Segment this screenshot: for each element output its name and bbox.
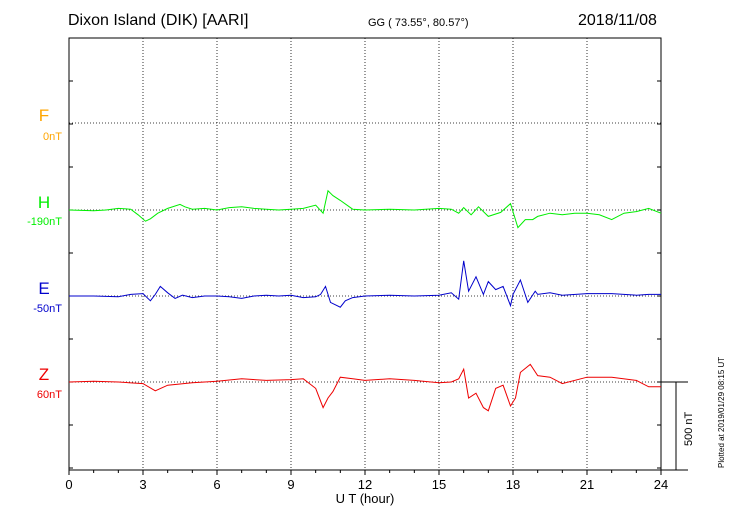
station-coordinates: GG ( 73.55°, 80.57°) xyxy=(368,17,469,29)
series-baseline-E: -50nT xyxy=(33,303,62,315)
series-line-H xyxy=(68,189,662,229)
series-label-Z: Z xyxy=(39,365,49,384)
x-tick-label: 24 xyxy=(654,477,668,492)
series-baseline-Z: 60nT xyxy=(37,389,62,401)
x-tick-label: 12 xyxy=(358,477,372,492)
series-line-E xyxy=(69,260,661,308)
x-axis-label: U T (hour) xyxy=(336,491,395,506)
x-tick-label: 0 xyxy=(65,477,72,492)
x-tick-label: 15 xyxy=(432,477,446,492)
x-tick-label: 3 xyxy=(139,477,146,492)
chart-date: 2018/11/08 xyxy=(578,12,657,29)
series-baseline-H: -190nT xyxy=(27,216,62,228)
scale-bar-label: 500 nT xyxy=(683,411,695,446)
x-tick-label: 9 xyxy=(287,477,294,492)
series-label-F: F xyxy=(39,106,49,125)
x-tick-label: 6 xyxy=(213,477,220,492)
x-tick-label: 18 xyxy=(506,477,520,492)
series-label-H: H xyxy=(38,193,50,212)
series-label-E: E xyxy=(38,279,49,298)
station-title: Dixon Island (DIK) [AARI] xyxy=(68,12,249,29)
series-baseline-F: 0nT xyxy=(43,131,62,143)
series-line-Z xyxy=(68,363,661,412)
x-tick-label: 21 xyxy=(580,477,594,492)
